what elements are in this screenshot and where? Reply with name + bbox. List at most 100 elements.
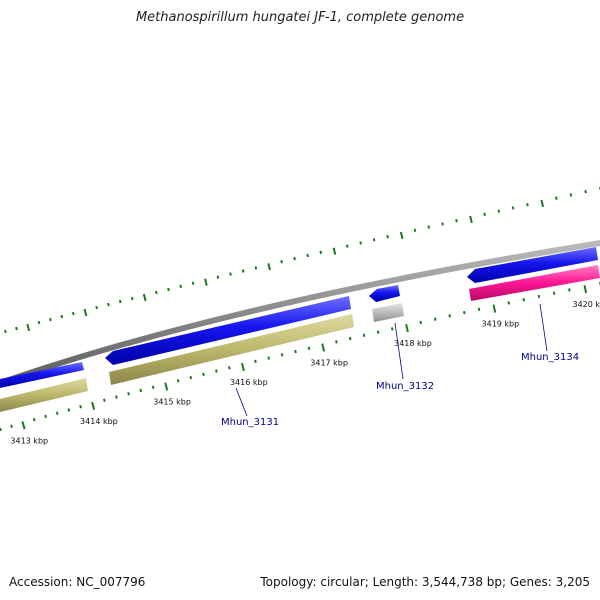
tick-mark (307, 346, 311, 351)
tick-mark (49, 317, 52, 322)
map-title: Methanospirillum hungatei JF-1, complete… (135, 10, 465, 25)
tick-mark (60, 314, 64, 319)
tick-mark (216, 275, 220, 279)
inner-tick-ring (0, 282, 600, 432)
tick-label: 3417 kbp (310, 359, 348, 368)
cds-feature (369, 285, 400, 302)
tick-mark (419, 320, 423, 325)
tick-mark (492, 304, 497, 313)
tick-mark (477, 307, 481, 312)
tick-mark (71, 311, 75, 316)
tick-mark (455, 219, 458, 223)
tick-mark (555, 196, 558, 200)
tick-mark (142, 293, 147, 302)
tick-mark (526, 203, 529, 207)
tick-mark (569, 193, 573, 197)
tick-label: 3415 kbp (153, 398, 191, 407)
tick-mark (399, 231, 404, 240)
tick-mark (522, 298, 526, 302)
leader-line (235, 387, 248, 417)
tick-mark (55, 411, 59, 415)
tick-mark (95, 305, 98, 310)
tick-mark (79, 405, 82, 409)
tick-mark (254, 359, 257, 364)
cds-feature (105, 296, 351, 365)
gene-label: Mhun_3132 (376, 381, 434, 392)
tick-mark (130, 296, 134, 301)
gene-feature (109, 314, 354, 385)
tick-mark (359, 241, 362, 245)
gene-feature (372, 303, 404, 322)
tick-mark (21, 421, 26, 430)
tick-mark (204, 278, 208, 286)
tick-mark (107, 302, 110, 307)
tick-mark (335, 340, 338, 344)
tick-mark (91, 401, 96, 411)
tick-mark (345, 244, 349, 248)
tick-mark (376, 330, 380, 334)
tick-mark (540, 199, 545, 208)
tick-label: 3419 kbp (482, 320, 520, 329)
tick-mark (154, 290, 158, 295)
tick-mark (293, 256, 296, 261)
tick-mark (552, 291, 556, 295)
tick-mark (568, 288, 571, 292)
tick-mark (151, 385, 155, 389)
tick-mark (448, 314, 452, 318)
tick-mark (44, 414, 48, 419)
tick-mark (103, 398, 106, 402)
tick-mark (583, 285, 588, 294)
tick-mark (254, 266, 258, 270)
leader-line (394, 322, 404, 380)
tick-label: 3420 kbp (572, 300, 600, 309)
tick-label-group: 3413 kbp 3414 kbp 3415 kbp 3416 kbp 3417 kbp… (10, 300, 600, 445)
tick-mark (584, 190, 587, 194)
accession-label: Accession: NC_007796 (9, 575, 146, 589)
tick-mark (433, 317, 437, 321)
leader-line (539, 303, 548, 352)
tick-mark (164, 382, 169, 391)
tick-mark (280, 260, 283, 264)
tick-mark (306, 253, 309, 258)
topology-label: Topology: circular; Length: 3,544,738 bp… (260, 575, 590, 589)
tick-mark (4, 329, 7, 334)
tick-mark (427, 225, 431, 229)
tick-mark (413, 228, 417, 232)
gene-feature (469, 265, 600, 301)
tick-mark (241, 269, 245, 273)
tick-mark (32, 417, 36, 422)
tick-mark (241, 362, 245, 372)
tick-mark (229, 272, 232, 276)
tick-mark (267, 356, 271, 360)
tick-mark (483, 212, 486, 217)
tick-mark (390, 327, 394, 331)
gene-label: Mhun_3131 (221, 417, 279, 428)
tick-mark (127, 392, 130, 396)
tick-mark (37, 320, 41, 325)
tick-mark (463, 310, 466, 315)
tick-mark (362, 333, 366, 338)
tick-mark (189, 375, 193, 380)
tick-label: 3418 kbp (394, 339, 432, 348)
tick-mark (179, 284, 183, 289)
tick-mark (227, 366, 231, 370)
backbone-track (0, 240, 600, 386)
tick-mark (469, 215, 473, 224)
tick-mark (294, 349, 297, 354)
tick-mark (191, 281, 195, 286)
tick-mark (15, 326, 18, 331)
outer-tick-ring (4, 187, 600, 334)
tick-mark (321, 343, 326, 352)
cds-feature (467, 247, 598, 283)
tick-mark (139, 388, 143, 393)
tick-mark (511, 206, 515, 210)
tick-label: 3414 kbp (80, 417, 118, 426)
tick-mark (202, 372, 205, 376)
gene-feature (0, 378, 88, 412)
tick-mark (83, 308, 88, 317)
tick-mark (507, 301, 511, 305)
tick-mark (348, 336, 352, 341)
tick-label: 3413 kbp (10, 437, 48, 446)
tick-mark (115, 395, 118, 399)
